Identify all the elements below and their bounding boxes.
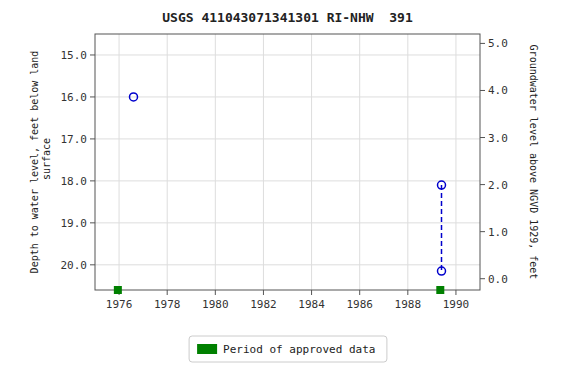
tick-label-x: 1988 [395,298,422,311]
tick-label-y: 15.0 [61,49,88,62]
tick-label-y2: 4.0 [488,84,508,97]
tick-x [167,290,168,295]
circle-marker [130,93,138,101]
tick-y2 [480,278,485,279]
tick-label-y: 19.0 [61,217,88,230]
tick-x [215,290,216,295]
tick-y [90,180,95,181]
grid-line-y [95,264,480,265]
circle-marker [438,267,446,275]
tick-label-x: 1982 [250,298,277,311]
tick-y [90,54,95,55]
legend-swatch [197,344,217,354]
tick-label-x: 1978 [154,298,181,311]
tick-label-y: 16.0 [61,91,88,104]
grid-line-y [95,138,480,139]
tick-label-y2: 5.0 [488,37,508,50]
grid-line-y [95,54,480,55]
title: USGS 411043071341301 RI-NHW 391 [162,10,413,25]
tick-x [263,290,264,295]
tick-label-x: 1976 [106,298,133,311]
tick-label-y: 18.0 [61,175,88,188]
square-marker [436,286,444,294]
tick-label-y: 20.0 [61,259,88,272]
legend-box [189,336,387,362]
plot-frame [95,34,480,290]
tick-x [311,290,312,295]
tick-y [90,96,95,97]
tick-label-x: 1990 [443,298,470,311]
grid-line-y [95,96,480,97]
tick-x [455,290,456,295]
y-axis-label: Depth to water level, feet below land su… [29,51,52,274]
grid-line-x [215,34,216,290]
grid-line-x [167,34,168,290]
tick-y2 [480,231,485,232]
tick-label-x: 1984 [298,298,325,311]
tick-y2 [480,90,485,91]
grid-line-x [263,34,264,290]
axes: 1976 1978 1980 1982 1984 1986 1988 1990 15.0 16.0… [61,37,508,311]
grid-line-x [119,34,120,290]
legend: Period of approved data [189,336,387,362]
grid-line-y [95,222,480,223]
grid-line-x [311,34,312,290]
tick-label-y2: 1.0 [488,226,508,239]
tick-label-x: 1980 [202,298,229,311]
chart: 1976 1978 1980 1982 1984 1986 1988 1990 15.0 16.0… [0,0,576,384]
tick-label-y2: 2.0 [488,179,508,192]
plot-area [441,185,442,271]
grid-line-x [359,34,360,290]
line [441,185,443,271]
tick-x [359,290,360,295]
tick-x [407,290,408,295]
tick-y2 [480,43,485,44]
grid-line-x [455,34,456,290]
square-marker [114,286,122,294]
tick-y [90,138,95,139]
tick-label-y: 17.0 [61,133,88,146]
y2-axis-label: Groundwater level above NGVD 1929, feet [528,45,539,280]
grid [95,34,480,290]
tick-label-y2: 0.0 [488,273,508,286]
circle-marker [438,181,446,189]
grid-line-x [407,34,408,290]
tick-y2 [480,137,485,138]
tick-y2 [480,184,485,185]
markers [114,93,446,294]
grid-line-y [95,180,480,181]
legend-label: Period of approved data [223,343,375,356]
tick-label-x: 1986 [346,298,373,311]
tick-label-y2: 3.0 [488,132,508,145]
tick-y [90,222,95,223]
tick-y [90,264,95,265]
